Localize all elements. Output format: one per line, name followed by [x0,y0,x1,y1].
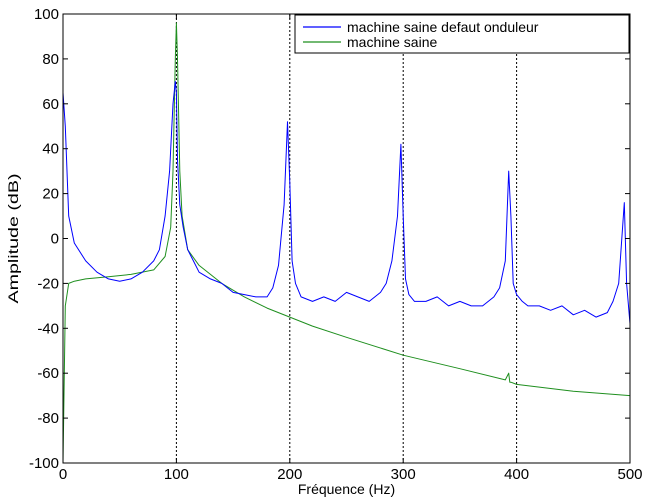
y-tick-label--100: -100 [29,455,59,472]
x-axis-label: Fréquence (Hz) [298,481,395,497]
y-tick-label--80: -80 [37,410,59,427]
x-tick-label-500: 500 [617,466,642,483]
legend-box [294,14,630,54]
y-tick-label-40: 40 [42,141,59,158]
x-tick-label-400: 400 [504,466,529,483]
x-tick-label-200: 200 [277,466,302,483]
series-line-1 [62,80,631,324]
y-tick-label-20: 20 [42,186,59,203]
axis-ticks: 0 100 200 300 400 500 -100 -80 -60 -40 -20 0 20 40 60 8… [29,6,643,483]
x-tick-label-300: 300 [391,466,416,483]
y-tick-label--40: -40 [37,320,59,337]
y-tick-label-60: 60 [42,96,59,113]
x-tick-label-100: 100 [164,466,189,483]
series-lines [62,22,631,464]
y-axis-label: Amplitude (dB) [5,174,21,304]
y-tick-label--60: -60 [37,365,59,382]
y-tick-label--20: -20 [37,275,59,292]
legend: machine saine defaut onduleur machine sa… [294,14,630,54]
y-tick-label-100: 100 [34,6,59,23]
legend-label-series-1: machine saine defaut onduleur [347,19,539,35]
legend-label-series-2: machine saine [347,34,437,50]
y-tick-label-80: 80 [42,51,59,68]
grid-lines [175,14,518,463]
y-tick-label-0: 0 [51,231,59,248]
x-tick-label-0: 0 [59,466,67,483]
